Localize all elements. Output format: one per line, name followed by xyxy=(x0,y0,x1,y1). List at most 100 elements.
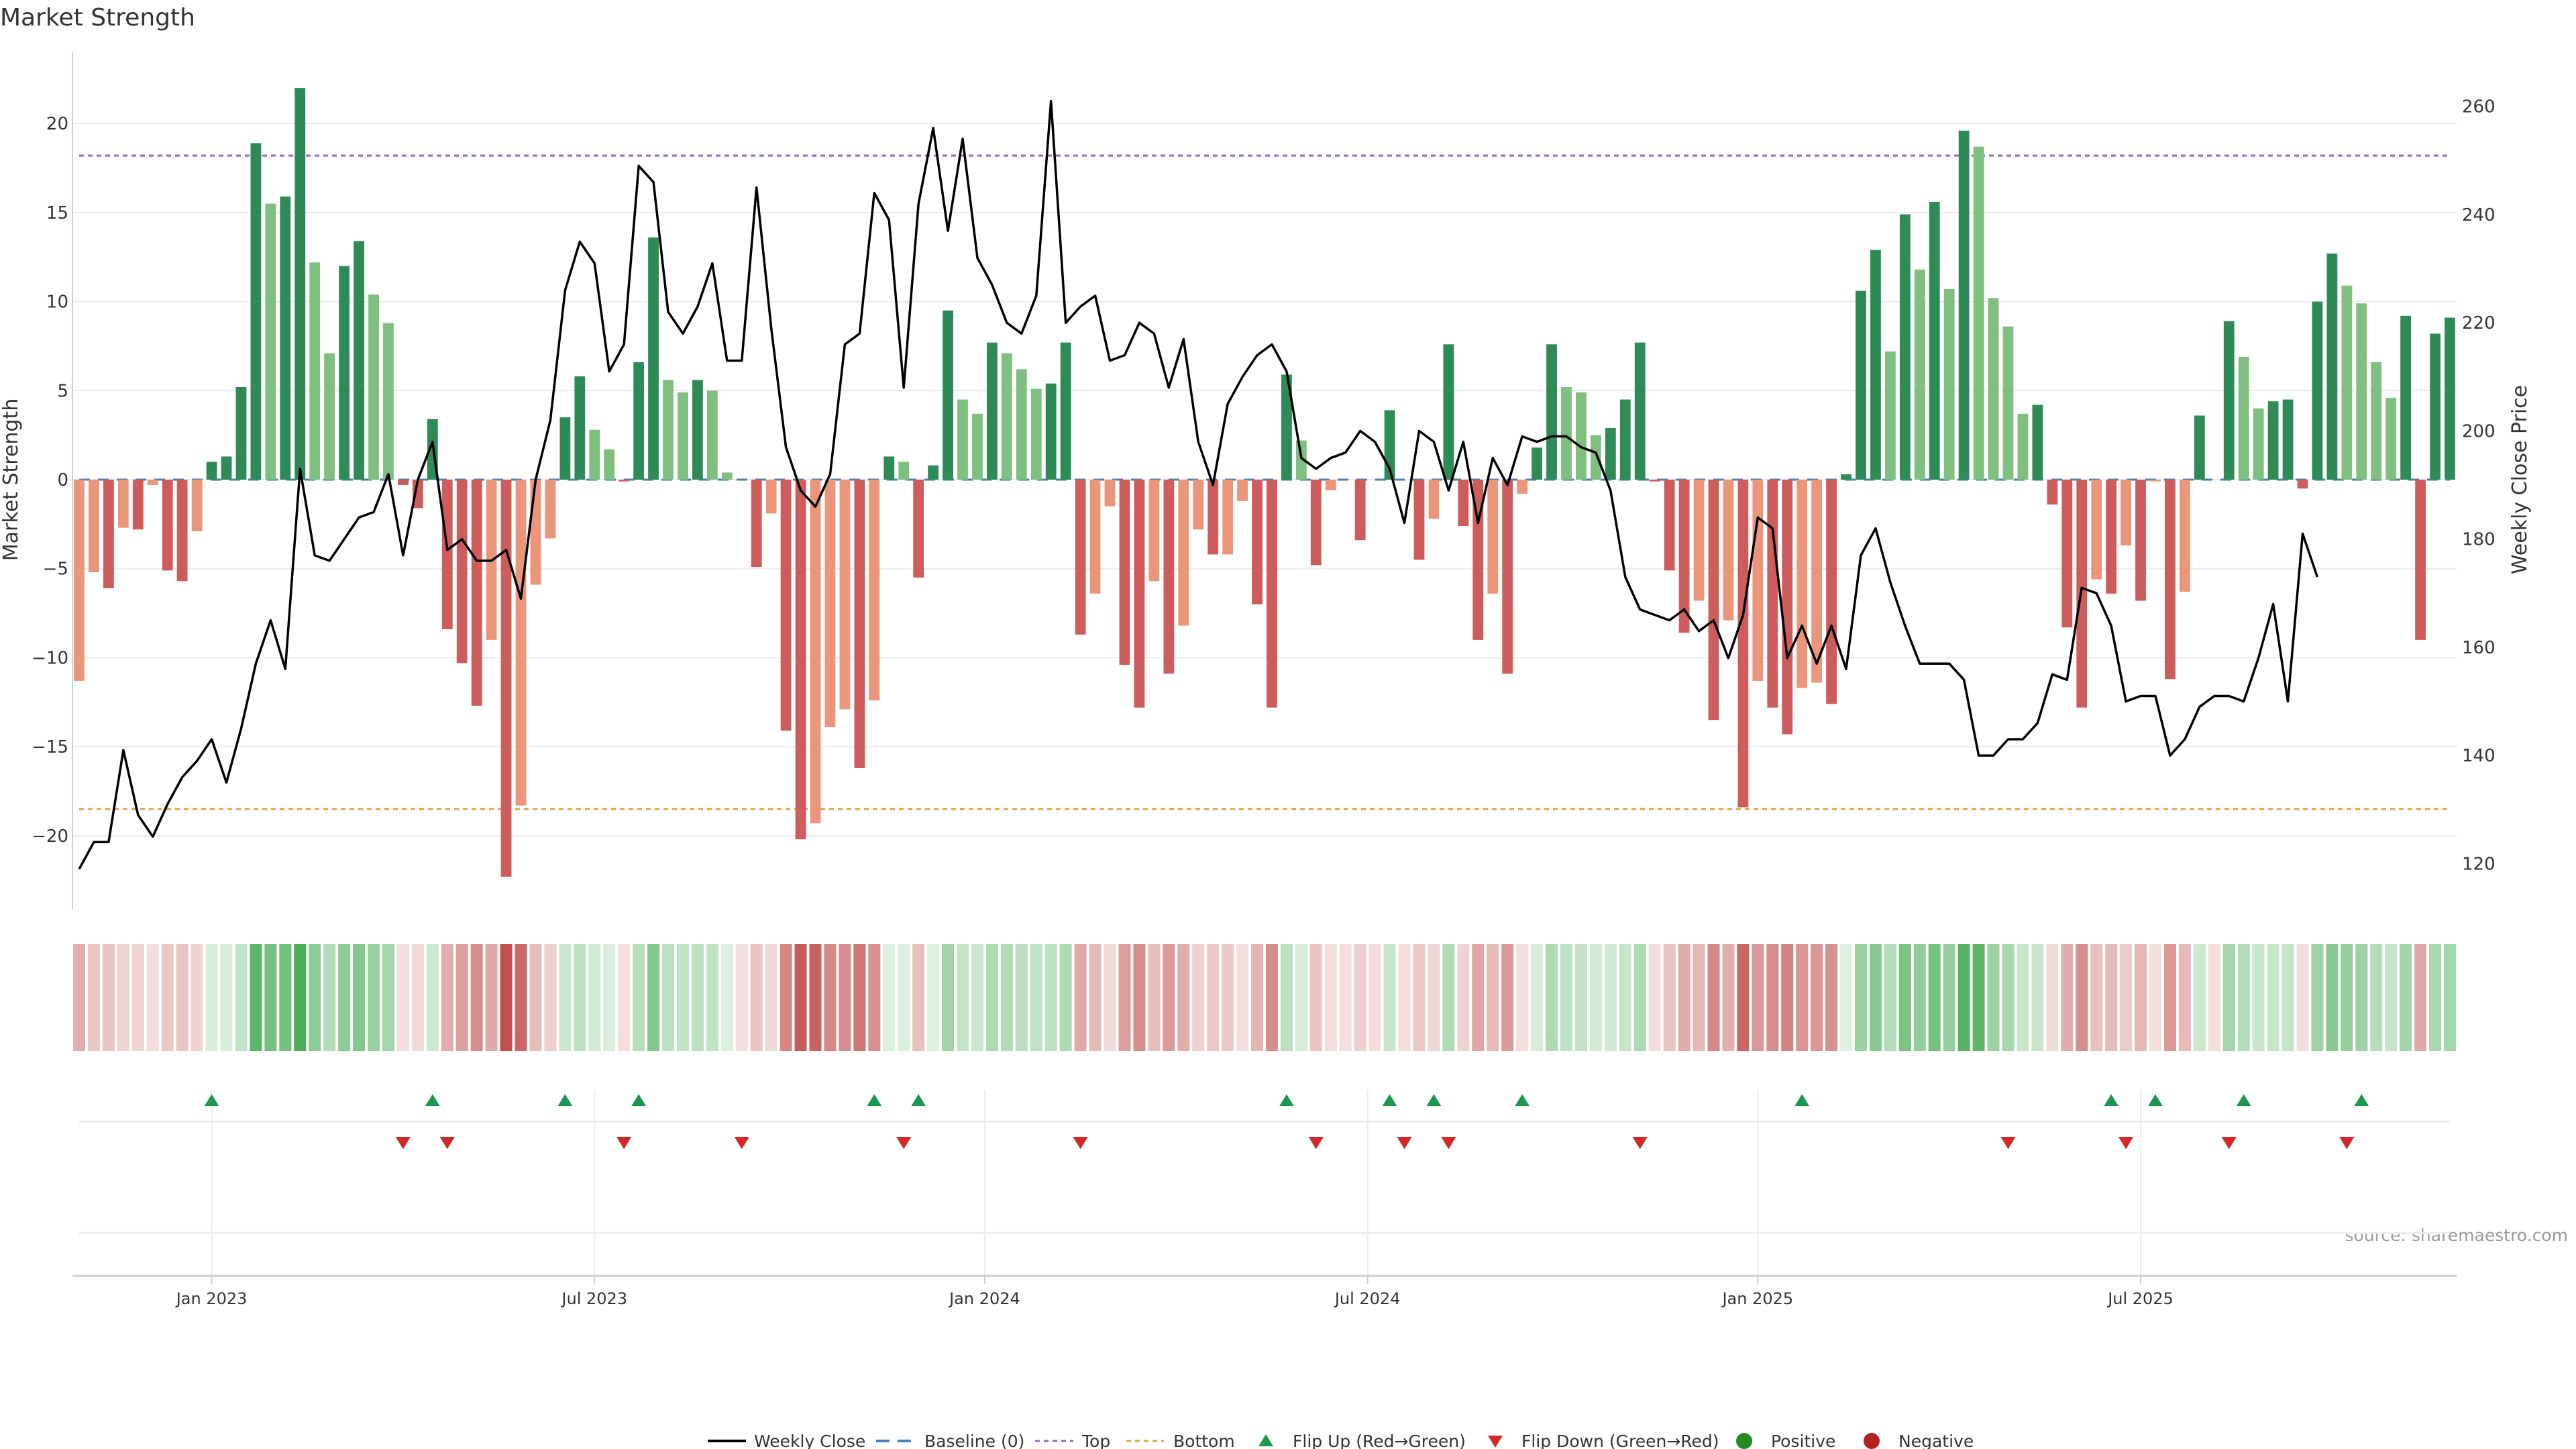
y-left-axis-label: Market Strength xyxy=(0,398,23,561)
legend-label: Positive xyxy=(1771,1432,1835,1449)
heatmap-cell xyxy=(1207,944,1220,1051)
strength-bar xyxy=(1060,342,1071,480)
strength-bar xyxy=(2091,480,2102,580)
strength-bar xyxy=(721,472,733,480)
heatmap-cell xyxy=(1487,944,1499,1051)
heatmap-cell xyxy=(1884,944,1896,1051)
heatmap-cell xyxy=(1163,944,1175,1051)
strength-bar xyxy=(1649,480,1660,482)
heatmap-cell xyxy=(1104,944,1116,1051)
heatmap-cell xyxy=(250,944,262,1051)
heatmap-cell xyxy=(2311,944,2324,1051)
legend-swatch-negative xyxy=(1864,1433,1880,1449)
heatmap-cell xyxy=(2149,944,2161,1051)
heatmap-cell xyxy=(1309,944,1322,1051)
strength-bar xyxy=(559,417,571,480)
strength-bar xyxy=(1693,480,1705,601)
heatmap-cell xyxy=(1222,944,1234,1051)
strength-bar xyxy=(132,480,144,530)
heatmap-cell xyxy=(2163,944,2176,1051)
flip-markers xyxy=(79,1094,2450,1234)
strength-bar xyxy=(1134,480,1145,708)
flip-down-marker xyxy=(616,1137,632,1149)
heatmap-cell xyxy=(1442,944,1455,1051)
strength-bar xyxy=(441,480,453,629)
heatmap-cell xyxy=(1898,944,1911,1051)
strength-bar xyxy=(751,480,762,568)
heatmap-cell xyxy=(1044,944,1057,1051)
heatmap-cell xyxy=(2017,944,2029,1051)
strength-bar xyxy=(412,480,423,508)
heatmap-cell xyxy=(323,944,336,1051)
strength-bar xyxy=(987,342,998,480)
y-right-tick-label: 260 xyxy=(2462,97,2496,117)
heatmap-cell xyxy=(971,944,983,1051)
flip-down-marker xyxy=(1308,1137,1324,1149)
strength-bar xyxy=(957,399,968,480)
heatmap-cell xyxy=(1295,944,1307,1051)
heatmap-cell xyxy=(87,944,100,1051)
heatmap-cell xyxy=(883,944,896,1051)
chart-title: Market Strength xyxy=(0,4,195,32)
heatmap-cell xyxy=(485,944,498,1051)
strength-bar xyxy=(1619,399,1631,480)
heatmap-cell xyxy=(912,944,925,1051)
strength-bar xyxy=(898,462,910,480)
heatmap-cell xyxy=(1840,944,1853,1051)
strength-bar xyxy=(398,480,409,485)
strength-bar xyxy=(206,462,217,480)
heatmap-cell xyxy=(676,944,689,1051)
strength-bar xyxy=(663,380,674,480)
heatmap-cell xyxy=(765,944,777,1051)
strength-bars xyxy=(74,88,2455,877)
strength-heatmap xyxy=(73,944,2456,1051)
heatmap-cell xyxy=(1457,944,1470,1051)
y-right-tick-label: 120 xyxy=(2462,854,2496,874)
strength-bar xyxy=(589,429,600,480)
heatmap-cell xyxy=(1648,944,1661,1051)
strength-bar xyxy=(471,480,482,706)
flip-down-marker xyxy=(2339,1137,2355,1149)
y-left-tick-label: 5 xyxy=(57,381,68,401)
heatmap-cell xyxy=(1589,944,1602,1051)
strength-bar xyxy=(648,237,659,480)
y-right-tick-label: 240 xyxy=(2462,205,2496,225)
strength-bar xyxy=(1413,480,1425,560)
heatmap-cell xyxy=(205,944,218,1051)
heatmap-cell xyxy=(1825,944,1838,1051)
strength-bar xyxy=(1870,250,1881,480)
heatmap-cell xyxy=(1957,944,1970,1051)
strength-bar xyxy=(1458,480,1469,527)
heatmap-cell xyxy=(2208,944,2220,1051)
heatmap-cell xyxy=(117,944,129,1051)
heatmap-cell xyxy=(1148,944,1161,1051)
strength-bar xyxy=(339,266,350,480)
heatmap-cell xyxy=(411,944,424,1051)
heatmap-cell xyxy=(515,944,527,1051)
heatmap-cell xyxy=(647,944,660,1051)
strength-bar xyxy=(2238,356,2249,480)
heatmap-cell xyxy=(2222,944,2235,1051)
heatmap-cell xyxy=(574,944,586,1051)
strength-bar xyxy=(221,456,232,480)
heatmap-cell xyxy=(1796,944,1809,1051)
strength-bar xyxy=(191,480,203,531)
y-left-tick-label: 20 xyxy=(46,114,68,134)
heatmap-cell xyxy=(1177,944,1190,1051)
strength-bar xyxy=(74,480,85,681)
strength-bar xyxy=(1752,480,1764,681)
flip-up-marker xyxy=(1382,1094,1397,1106)
weekly-close-line xyxy=(78,99,2319,870)
heatmap-cell xyxy=(2090,944,2103,1051)
strength-bar xyxy=(1973,146,1984,480)
legend: Weekly Close Baseline (0) Top Bottom Flip Up… xyxy=(708,1432,1974,1449)
strength-bar xyxy=(324,353,335,480)
strength-bar xyxy=(1899,214,1911,480)
flip-up-marker xyxy=(557,1094,573,1106)
heatmap-cell xyxy=(382,944,394,1051)
heatmap-cell xyxy=(957,944,969,1051)
strength-bar xyxy=(604,449,615,480)
x-tick-label: Jul 2024 xyxy=(1334,1289,1401,1308)
strength-bar xyxy=(1295,440,1307,480)
heatmap-cell xyxy=(2076,944,2088,1051)
